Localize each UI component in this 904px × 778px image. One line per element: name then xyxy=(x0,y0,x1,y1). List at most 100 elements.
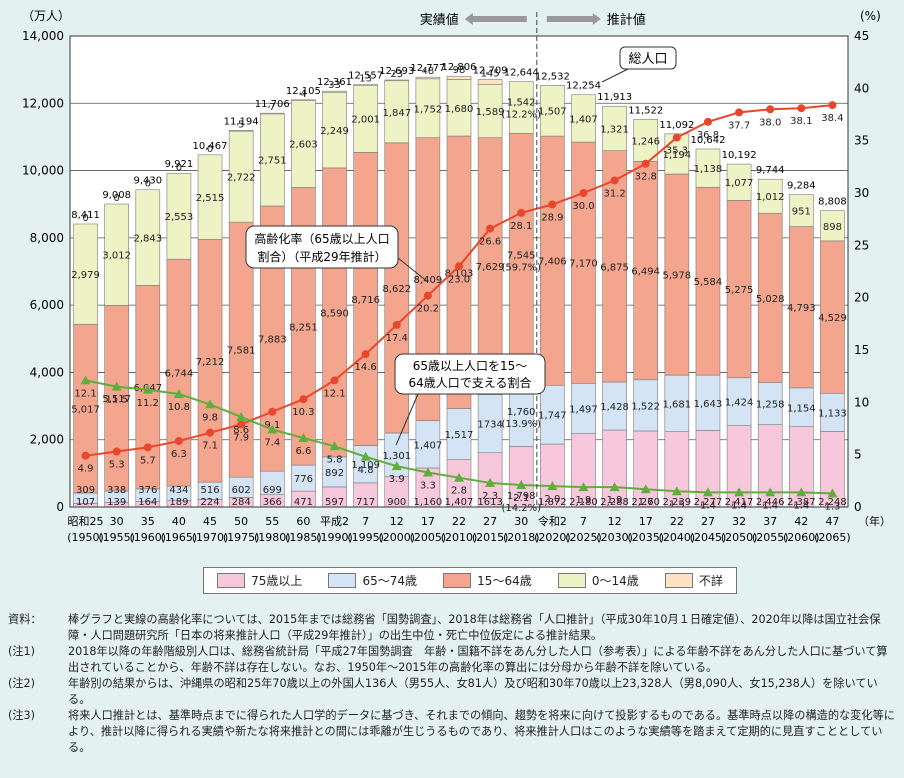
total-label: 12,693 xyxy=(379,66,414,77)
line-point xyxy=(361,350,370,359)
total-label: 9,744 xyxy=(756,165,785,176)
x-tick-year: (2005) xyxy=(410,531,447,544)
total-label: 12,777 xyxy=(410,63,445,74)
bar-value-label: 2,288 xyxy=(600,497,629,508)
total-label: 10,467 xyxy=(193,141,228,152)
bar-value-label: 2,843 xyxy=(133,234,162,245)
x-tick-era: 昭和25 xyxy=(68,515,104,528)
total-label: 10,642 xyxy=(690,135,725,146)
bar-value-label: 2,387 xyxy=(787,497,816,508)
total-label: 12,532 xyxy=(535,71,570,82)
x-tick-year: (1965) xyxy=(161,531,198,544)
bar-value-label: 1,109 xyxy=(351,460,380,471)
bar-segment xyxy=(353,482,378,508)
x-tick-era: 47 xyxy=(825,515,839,528)
line-point xyxy=(111,381,122,391)
bar-value-label: 2,553 xyxy=(165,212,194,223)
bar-value-label: 7 xyxy=(269,102,275,113)
bar-value-label: 5,584 xyxy=(694,277,723,288)
y-tick-left: 10,000 xyxy=(22,164,64,178)
x-tick-era: 22 xyxy=(670,515,684,528)
legend-item: 15～64歳 xyxy=(443,572,532,589)
total-label: 8,808 xyxy=(818,197,847,208)
bar-segment xyxy=(135,189,161,286)
bar-value-label: 3,012 xyxy=(102,251,131,262)
line-value-label: 7.4 xyxy=(264,438,280,449)
bar-segment xyxy=(415,76,441,80)
bar-value-label: 2,239 xyxy=(663,497,692,508)
bar-value-label: (14.2%) xyxy=(501,503,541,514)
line-point xyxy=(423,291,432,300)
bar-segment xyxy=(540,384,565,445)
total-label: 11,706 xyxy=(255,99,290,110)
bar-segment xyxy=(508,81,534,134)
bar-value-label: 1,407 xyxy=(569,114,598,125)
bar-value-label: 2,277 xyxy=(694,497,723,508)
bar-value-label: 2,180 xyxy=(569,497,598,508)
line-point xyxy=(797,104,806,113)
bar-value-label: 1,589 xyxy=(476,107,505,118)
bar-value-label: 597 xyxy=(325,497,344,508)
bar-value-label: 98 xyxy=(453,65,466,76)
line-value-label: 1.7 xyxy=(638,497,654,508)
legend-label: 75歳以上 xyxy=(251,574,303,588)
line-value-label: 12.1 xyxy=(74,388,96,399)
total-label: 12,806 xyxy=(442,62,477,73)
x-tick-era: 42 xyxy=(794,515,808,528)
bar-segment xyxy=(322,456,347,488)
line-point xyxy=(702,487,713,497)
bar-segment xyxy=(446,408,472,460)
bar-segment xyxy=(73,323,98,494)
y-tick-right: 40 xyxy=(854,81,869,95)
legend-swatch xyxy=(217,573,246,588)
bar-segment xyxy=(322,90,347,93)
bar-segment xyxy=(259,112,285,115)
x-tick-year: (1990) xyxy=(316,531,353,544)
bar-value-label: 8,622 xyxy=(382,284,411,295)
actual-label: 実績値 xyxy=(420,12,459,28)
bar-segment xyxy=(228,130,254,132)
line-point xyxy=(578,482,589,492)
bar-value-label: 0 xyxy=(113,193,119,204)
x-tick-era: 30 xyxy=(514,515,528,528)
legend-swatch xyxy=(443,573,472,588)
line-point xyxy=(237,420,246,429)
x-tick-year: (2015) xyxy=(472,531,509,544)
x-tick-year: (2000) xyxy=(378,531,415,544)
bar-value-label: 0 xyxy=(176,162,182,173)
bar-segment xyxy=(757,178,783,214)
bar-segment xyxy=(789,387,814,427)
x-tick-year: (2025) xyxy=(565,531,602,544)
x-tick-year: (2060) xyxy=(783,531,820,544)
bar-segment xyxy=(820,210,845,242)
bar-value-label: 717 xyxy=(356,497,375,508)
line-value-label: 2.0 xyxy=(544,494,560,505)
line-value-label: 3.9 xyxy=(389,474,405,485)
bar-value-label: 602 xyxy=(232,485,251,496)
y-tick-left: 6,000 xyxy=(30,298,64,312)
bar-segment xyxy=(477,83,503,139)
x-tick-era: 27 xyxy=(483,515,497,528)
line-point xyxy=(206,428,215,437)
bar-value-label: 1,798 xyxy=(507,491,536,502)
total-label: 12,105 xyxy=(286,86,321,97)
bar-segment xyxy=(104,305,129,492)
line-point xyxy=(422,467,433,477)
total-label: 11,194 xyxy=(224,116,259,127)
bar-segment xyxy=(726,377,752,426)
line-value-label: 17.4 xyxy=(386,333,408,344)
bar-value-label: 1,138 xyxy=(694,164,723,175)
bar-segment xyxy=(571,382,596,434)
line-value-label: 36.8 xyxy=(697,130,719,141)
total-label: 10,192 xyxy=(722,150,757,161)
bar-value-label: 5,275 xyxy=(725,285,754,296)
line-point xyxy=(391,461,402,471)
bar-value-label: 1,160 xyxy=(414,497,443,508)
bar-value-label: 7,545 xyxy=(507,250,536,261)
line-value-label: 1.9 xyxy=(607,495,623,506)
bar-segment xyxy=(726,163,752,201)
note-label: (注2) xyxy=(8,677,36,690)
bar-value-label: 23 xyxy=(390,69,403,80)
legend-label: 65～74歳 xyxy=(362,574,418,588)
